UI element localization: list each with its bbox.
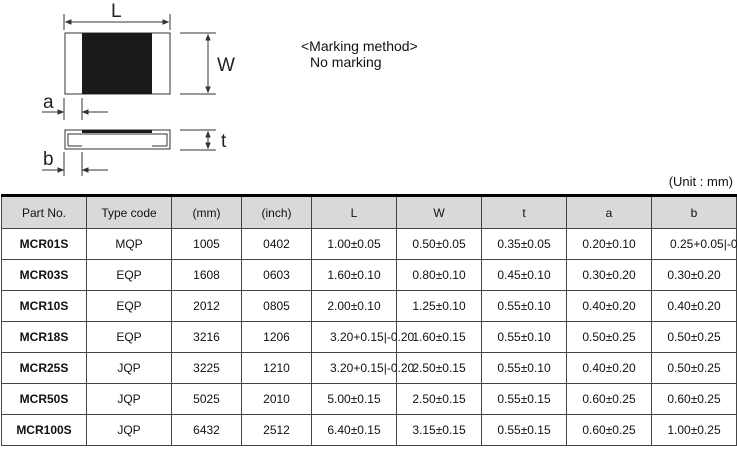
table-cell: 6.40±0.15 [311, 414, 397, 446]
table-cell: JQP [86, 414, 172, 446]
label-a: a [43, 92, 54, 113]
unit-label: (Unit : mm) [668, 174, 733, 189]
table-cell: 0.60±0.25 [651, 383, 737, 415]
table-row: MCR10S EQP 2012 0805 2.00±0.10 1.25±0.10 0.55±… [1, 290, 737, 322]
part-number-cell: MCR100S [1, 414, 87, 446]
table-cell: 0.55±0.15 [481, 383, 567, 415]
table-cell: 3216 [171, 321, 242, 353]
table-cell: 1.00±0.25 [651, 414, 737, 446]
label-t: t [221, 131, 227, 152]
table-cell: 2010 [241, 383, 312, 415]
table-cell: 1.25±0.10 [396, 290, 482, 322]
table-cell: EQP [86, 290, 172, 322]
table-cell: 1206 [241, 321, 312, 353]
part-number-cell: MCR01S [1, 228, 87, 260]
table-cell: 1005 [171, 228, 242, 260]
table-cell: 6432 [171, 414, 242, 446]
part-number-cell: MCR50S [1, 383, 87, 415]
column-header: Part No. [1, 195, 87, 229]
table-row: MCR100S JQP 6432 2512 6.40±0.15 3.15±0.15 0.55… [1, 414, 737, 446]
column-header: a [566, 195, 652, 229]
table-cell: 2.00±0.10 [311, 290, 397, 322]
table-cell: 0.25+0.05|-0.10 [651, 228, 737, 260]
table-cell: 0.50±0.05 [396, 228, 482, 260]
table-row: MCR18S EQP 3216 1206 3.20+0.15|-0.20 1.60±0.1… [1, 321, 737, 353]
part-number-cell: MCR03S [1, 259, 87, 291]
column-header: (mm) [171, 195, 242, 229]
table-cell: EQP [86, 321, 172, 353]
table-cell: 0.55±0.10 [481, 352, 567, 384]
table-cell: 0.80±0.10 [396, 259, 482, 291]
table-cell: 0.35±0.05 [481, 228, 567, 260]
table-cell: 0.50±0.25 [651, 321, 737, 353]
resistive-layer-side [82, 130, 152, 133]
table-cell: 0.55±0.15 [481, 414, 567, 446]
column-header: b [651, 195, 737, 229]
table-cell: EQP [86, 259, 172, 291]
table-cell: 2512 [241, 414, 312, 446]
table-cell: 1.60±0.10 [311, 259, 397, 291]
table-cell: 2012 [171, 290, 242, 322]
column-header: (inch) [241, 195, 312, 229]
table-cell: 0.60±0.25 [566, 414, 652, 446]
table-cell: 5.00±0.15 [311, 383, 397, 415]
table-cell: 3.20+0.15|-0.20 [311, 352, 415, 384]
table-cell: 0.50±0.25 [651, 352, 737, 384]
table-cell: 1608 [171, 259, 242, 291]
table-row: MCR25S JQP 3225 1210 3.20+0.15|-0.20 2.50±0.1… [1, 352, 737, 384]
part-number-cell: MCR10S [1, 290, 87, 322]
table-cell: 5025 [171, 383, 242, 415]
table-cell: 0.55±0.10 [481, 290, 567, 322]
asymmetric-tolerance-value: 3.20+0.15|-0.20 [330, 329, 415, 344]
table-cell: 0.30±0.20 [651, 259, 737, 291]
column-header: L [311, 195, 397, 229]
table-row: MCR03S EQP 1608 0603 1.60±0.10 0.80±0.10 0.45±… [1, 259, 737, 291]
column-header: t [481, 195, 567, 229]
table-cell: 2.50±0.15 [396, 383, 482, 415]
resistive-element [82, 33, 152, 94]
table-cell: MQP [86, 228, 172, 260]
marking-method: <Marking method> No marking [301, 38, 418, 70]
table-cell: 1210 [241, 352, 312, 384]
table-cell: 0.45±0.10 [481, 259, 567, 291]
table-cell: 1.60±0.15 [396, 321, 482, 353]
label-b: b [43, 149, 54, 170]
table-cell: 0.30±0.20 [566, 259, 652, 291]
table-cell: 2.50±0.15 [396, 352, 482, 384]
table-cell: 3.15±0.15 [396, 414, 482, 446]
column-header: Type code [86, 195, 172, 229]
table-cell: 0603 [241, 259, 312, 291]
part-number-cell: MCR25S [1, 352, 87, 384]
resistor-dimension-diagram: L W a t b [42, 1, 235, 176]
table-cell: 0.50±0.25 [566, 321, 652, 353]
table-cell: 0.40±0.20 [566, 290, 652, 322]
table-cell: 0.40±0.20 [651, 290, 737, 322]
table-cell: 0.40±0.20 [566, 352, 652, 384]
table-cell: 3.20+0.15|-0.20 [311, 321, 415, 353]
table-cell: 0402 [241, 228, 312, 260]
column-header: W [396, 195, 482, 229]
table-row: MCR50S JQP 5025 2010 5.00±0.15 2.50±0.15 0.55±… [1, 383, 737, 415]
asymmetric-tolerance-value: 0.25+0.05|-0.10 [670, 236, 737, 251]
table-cell: 0.20±0.10 [566, 228, 652, 260]
marking-method-title: <Marking method> [301, 38, 418, 54]
asymmetric-tolerance-value: 3.20+0.15|-0.20 [330, 360, 415, 375]
table-cell: 1.00±0.05 [311, 228, 397, 260]
part-number-cell: MCR18S [1, 321, 87, 353]
label-L: L [111, 1, 122, 22]
table-cell: JQP [86, 352, 172, 384]
table-cell: 0805 [241, 290, 312, 322]
label-W: W [217, 55, 235, 76]
table-cell: 0.60±0.25 [566, 383, 652, 415]
table-cell: 0.55±0.10 [481, 321, 567, 353]
marking-method-value: No marking [310, 54, 382, 70]
table-cell: JQP [86, 383, 172, 415]
table-cell: 3225 [171, 352, 242, 384]
table-row: MCR01S MQP 1005 0402 1.00±0.05 0.50±0.05 0.35±… [1, 228, 737, 260]
